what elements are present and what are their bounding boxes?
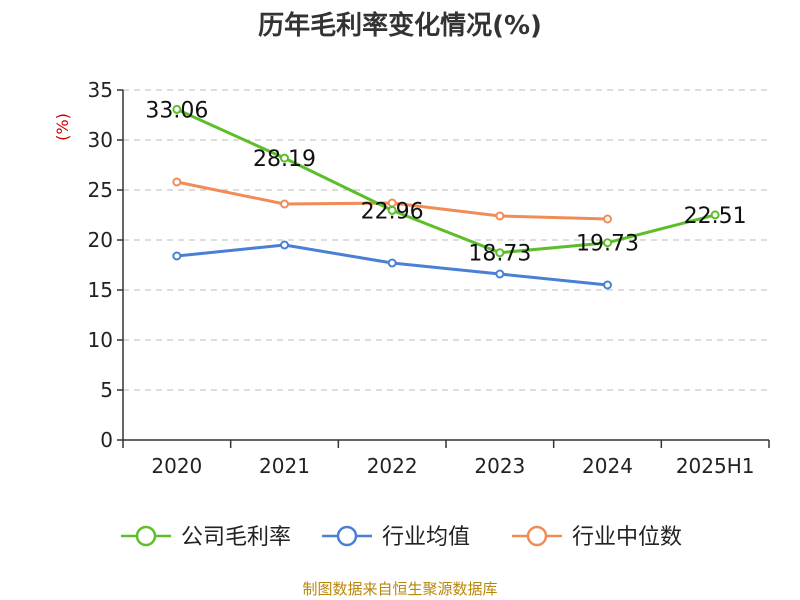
data-label: 18.73	[468, 242, 531, 267]
series-lines	[172, 104, 720, 290]
data-point[interactable]	[495, 269, 505, 279]
data-point[interactable]	[172, 251, 182, 261]
y-tick-label: 5	[100, 378, 113, 402]
data-point[interactable]	[603, 280, 612, 290]
data-label: 28.19	[253, 147, 316, 172]
x-tick-label: 2023	[474, 454, 525, 478]
data-labels: 33.06 28.19 22.96 18.73 19.73 22.51	[145, 98, 746, 266]
y-tick-label: 30	[88, 128, 113, 152]
chart-title: 历年毛利率变化情况(%)	[258, 10, 542, 41]
data-point[interactable]	[603, 238, 612, 248]
source-note: 制图数据来自恒生聚源数据库	[302, 580, 497, 598]
data-label: 33.06	[145, 98, 208, 123]
legend[interactable]: 公司毛利率 行业均值 行业中位数	[121, 525, 682, 550]
legend-item[interactable]: 公司毛利率	[121, 525, 291, 550]
data-point[interactable]	[280, 199, 289, 209]
y-tick-label: 25	[88, 178, 113, 202]
data-point[interactable]	[387, 258, 397, 268]
data-point[interactable]	[280, 153, 289, 163]
y-axis-unit: (%)	[53, 113, 72, 141]
x-tick-label: 2020	[151, 454, 202, 478]
y-tick-label: 0	[100, 428, 113, 452]
data-label: 22.96	[361, 199, 424, 224]
legend-swatch-marker	[336, 525, 358, 547]
data-point[interactable]	[280, 240, 289, 250]
data-point[interactable]	[172, 104, 182, 114]
legend-swatch-marker	[135, 525, 157, 547]
data-point[interactable]	[172, 177, 182, 187]
legend-swatch-marker	[526, 525, 548, 547]
x-tick-label: 2025H1	[676, 454, 755, 478]
series-line	[176, 108, 716, 255]
data-label: 19.73	[576, 232, 639, 257]
legend-item[interactable]: 行业中位数	[512, 525, 682, 550]
y-tick-label: 15	[88, 278, 113, 302]
data-point[interactable]	[603, 214, 612, 224]
data-point[interactable]	[495, 211, 505, 221]
x-tick-label: 2024	[582, 454, 633, 478]
legend-item[interactable]: 行业均值	[322, 525, 470, 550]
y-tick-label: 35	[88, 78, 113, 102]
y-tick-label: 20	[88, 228, 113, 252]
data-label: 22.51	[684, 204, 747, 229]
grid-lines	[123, 89, 769, 391]
legend-label: 行业中位数	[572, 525, 682, 550]
legend-label: 公司毛利率	[181, 525, 291, 550]
x-tick-label: 2022	[367, 454, 418, 478]
data-point[interactable]	[387, 205, 397, 215]
x-tick-label: 2021	[259, 454, 310, 478]
axes: 0 5 10 15 20 25 30 35 2020 2021 2022 2023 2024 2025H1	[88, 78, 770, 478]
data-point[interactable]	[495, 248, 505, 258]
data-point[interactable]	[710, 210, 720, 220]
y-tick-label: 10	[88, 328, 113, 352]
legend-label: 行业均值	[382, 525, 470, 550]
